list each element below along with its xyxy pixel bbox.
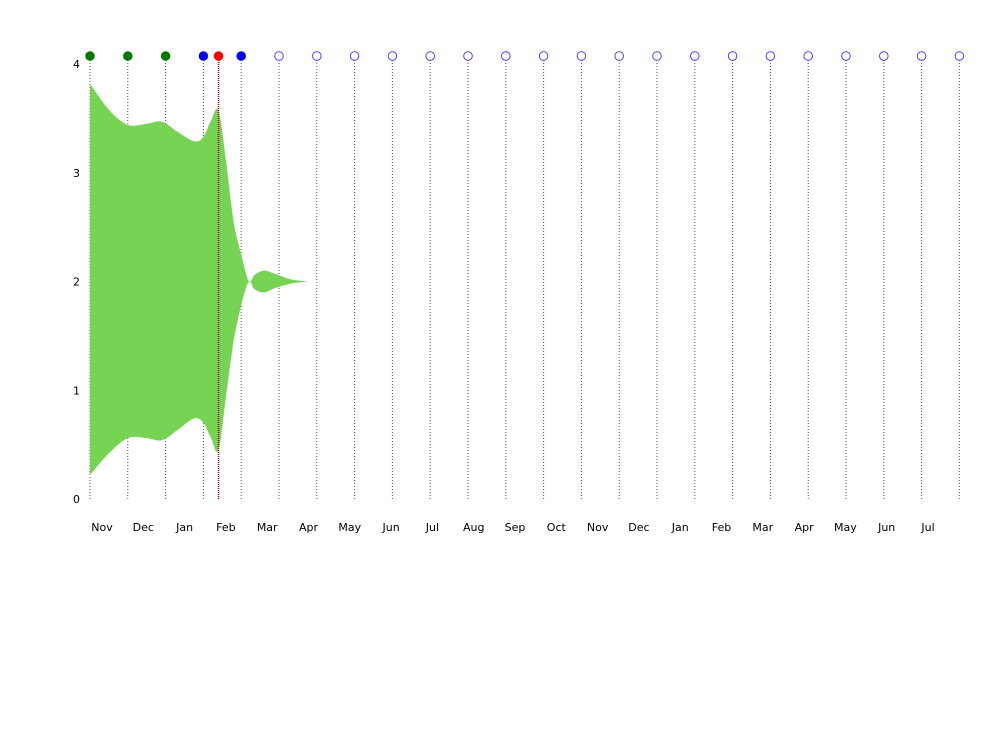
x-tick-label-4: Mar <box>257 521 278 534</box>
x-tick-label-0: Nov <box>91 521 113 534</box>
x-axis-ticks: Nov Dec Jan Feb Mar Apr May Jun Jul Aug Sep Oct Nov D… <box>91 521 934 534</box>
past-marker-1 <box>123 51 133 61</box>
future-marker-13 <box>538 51 549 61</box>
future-marker-19 <box>765 51 776 61</box>
x-tick-label-3: Feb <box>216 521 235 534</box>
x-tick-label-20: Jul <box>920 521 934 534</box>
x-tick-label-18: May <box>834 521 857 534</box>
x-tick-label-17: Apr <box>795 521 815 534</box>
past-marker-2 <box>160 51 171 61</box>
future-marker-24 <box>954 51 965 61</box>
y-axis-ticks: 0 1 2 3 4 <box>73 58 80 506</box>
x-tick-label-10: Sep <box>505 521 526 534</box>
future-marker-7 <box>312 51 322 61</box>
recent-marker-5 <box>236 51 246 61</box>
future-marker-11 <box>463 51 473 61</box>
x-tick-label-15: Feb <box>712 521 731 534</box>
marker-layer <box>85 51 965 61</box>
future-marker-22 <box>879 51 889 61</box>
future-marker-9 <box>387 51 398 61</box>
future-marker-6 <box>274 51 284 61</box>
future-marker-16 <box>652 51 662 61</box>
y-tick-label-2: 2 <box>73 276 80 289</box>
y-tick-label-0: 0 <box>73 493 80 506</box>
future-marker-17 <box>690 51 700 61</box>
x-tick-label-2: Jan <box>175 521 193 534</box>
x-tick-label-5: Apr <box>299 521 319 534</box>
x-tick-label-1: Dec <box>133 521 154 534</box>
future-marker-20 <box>803 51 813 61</box>
future-marker-14 <box>576 51 587 61</box>
x-tick-label-6: May <box>338 521 361 534</box>
future-marker-21 <box>841 51 851 61</box>
x-tick-label-7: Jun <box>382 521 400 534</box>
future-marker-12 <box>501 51 511 61</box>
future-marker-10 <box>425 51 435 61</box>
y-tick-label-4: 4 <box>73 58 80 71</box>
x-tick-label-9: Aug <box>463 521 484 534</box>
forecast-band <box>90 83 308 476</box>
y-tick-label-1: 1 <box>73 384 80 397</box>
grid-lines <box>89 60 960 500</box>
x-tick-label-11: Oct <box>547 521 567 534</box>
x-tick-label-14: Jan <box>671 521 689 534</box>
current-marker-4 <box>213 51 224 61</box>
x-tick-label-16: Mar <box>752 521 773 534</box>
x-tick-label-19: Jun <box>877 521 895 534</box>
past-marker-0 <box>85 51 95 61</box>
x-tick-label-8: Jul <box>425 521 439 534</box>
future-marker-23 <box>916 51 927 61</box>
future-marker-15 <box>614 51 624 61</box>
x-tick-label-13: Dec <box>628 521 649 534</box>
future-marker-18 <box>727 51 738 61</box>
y-tick-label-3: 3 <box>73 167 80 180</box>
x-tick-label-12: Nov <box>587 521 609 534</box>
recent-marker-3 <box>198 51 209 61</box>
future-marker-8 <box>349 51 360 61</box>
band-layer <box>90 83 308 476</box>
